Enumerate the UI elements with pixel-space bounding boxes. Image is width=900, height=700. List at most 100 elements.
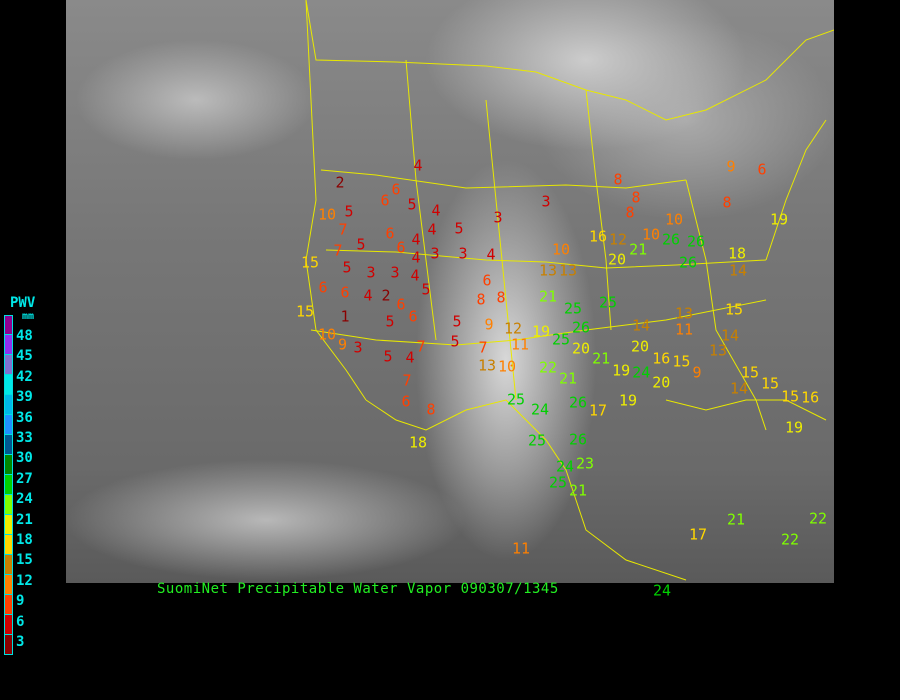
station-value: 3 (458, 244, 468, 263)
legend-label: 15 (16, 552, 33, 569)
legend-swatch (4, 315, 13, 335)
station-value: 16 (588, 227, 608, 246)
station-value: 15 (724, 300, 744, 319)
station-value: 3 (430, 244, 440, 263)
station-value: 6 (396, 238, 406, 257)
station-value: 6 (401, 392, 411, 411)
station-value: 6 (380, 191, 390, 210)
legend-swatch (4, 375, 13, 395)
legend-swatch (4, 515, 13, 535)
station-value: 14 (728, 261, 748, 280)
station-value: 4 (486, 245, 496, 264)
legend-swatch (4, 475, 13, 495)
legend-label: 21 (16, 511, 33, 528)
legend-label: 45 (16, 348, 33, 365)
legend-swatch (4, 555, 13, 575)
station-value: 9 (692, 363, 702, 382)
station-value: 25 (548, 473, 568, 492)
station-value: 5 (385, 312, 395, 331)
station-value: 13 (708, 341, 728, 360)
station-value: 22 (538, 358, 558, 377)
legend-label: 36 (16, 409, 33, 426)
station-value: 6 (396, 295, 406, 314)
station-value: 26 (572, 318, 591, 337)
station-value: 8 (426, 400, 436, 419)
station-value: 13 (559, 261, 578, 280)
station-value: 13 (538, 261, 558, 280)
station-value: 3 (353, 338, 363, 357)
station-value: 20 (607, 250, 627, 269)
station-value: 9 (338, 335, 348, 354)
station-value: 19 (784, 418, 804, 437)
station-value: 9 (726, 157, 736, 176)
station-value: 25 (506, 390, 526, 409)
station-value: 5 (342, 258, 352, 277)
station-value: 10 (317, 205, 337, 224)
station-value: 2 (381, 286, 391, 305)
station-value: 4 (431, 201, 441, 220)
station-value: 5 (383, 347, 393, 366)
station-value: 11 (510, 335, 530, 354)
station-value: 3 (390, 263, 400, 282)
station-value: 17 (688, 525, 708, 544)
station-value: 20 (652, 373, 671, 392)
station-value: 10 (664, 210, 684, 229)
station-value: 4 (363, 286, 373, 305)
station-value: 18 (727, 244, 747, 263)
station-value: 26 (662, 230, 681, 249)
station-value: 4 (411, 248, 421, 267)
legend-swatch (4, 395, 13, 415)
station-value: 15 (740, 363, 760, 382)
station-value: 15 (300, 253, 320, 272)
station-value: 5 (452, 312, 462, 331)
legend-label: 18 (16, 532, 33, 548)
legend-label: 3 (16, 634, 25, 650)
station-value: 21 (538, 287, 558, 306)
station-value: 14 (631, 316, 651, 335)
legend-label: 9 (16, 593, 25, 610)
station-value: 4 (410, 266, 420, 285)
station-value: 10 (317, 325, 337, 344)
station-value: 19 (612, 361, 631, 380)
legend-label: 33 (16, 430, 33, 446)
station-value: 5 (407, 195, 417, 214)
station-value: 26 (568, 430, 588, 449)
station-value: 26 (686, 232, 706, 251)
station-value: 8 (496, 288, 506, 307)
station-value: 7 (478, 338, 488, 357)
station-value: 7 (416, 337, 426, 356)
legend-swatch (4, 355, 13, 375)
station-value: 16 (652, 349, 671, 368)
legend-title: PWV (10, 295, 36, 311)
station-value: 5 (450, 332, 460, 351)
station-value: 15 (781, 387, 800, 406)
station-value: 21 (569, 481, 588, 500)
station-value: 4 (413, 156, 423, 175)
station-value: 4 (427, 220, 437, 239)
station-value: 21 (629, 240, 648, 259)
station-value: 8 (631, 188, 641, 207)
station-value: 21 (726, 510, 746, 529)
station-value: 3 (366, 263, 376, 282)
station-value: 15 (672, 352, 691, 371)
legend-label: 39 (16, 389, 33, 406)
station-value: 21 (592, 349, 611, 368)
legend-swatch (4, 535, 13, 555)
station-value: 11 (511, 539, 531, 558)
station-value: 14 (720, 326, 740, 345)
station-value: 14 (729, 379, 749, 398)
station-value: 4 (411, 230, 421, 249)
legend-swatch (4, 595, 13, 615)
station-value: 6 (482, 271, 492, 290)
legend-swatch (4, 575, 13, 595)
station-value: 7 (338, 220, 348, 239)
station-value: 24 (555, 457, 575, 476)
station-value: 1 (340, 307, 350, 326)
station-value: 22 (808, 509, 828, 528)
station-value: 9 (484, 315, 494, 334)
station-value: 25 (563, 299, 583, 318)
legend-label: 42 (16, 368, 33, 385)
station-value: 6 (408, 307, 418, 326)
station-value: 6 (340, 283, 350, 302)
